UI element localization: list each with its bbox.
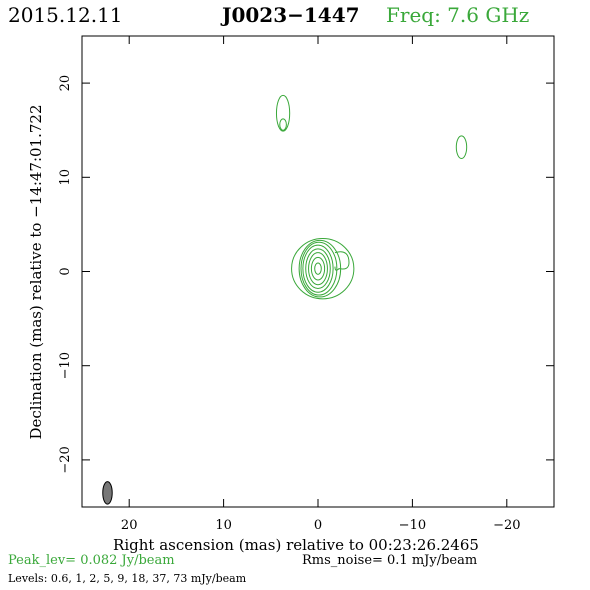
north-blob-contour xyxy=(275,94,291,132)
axis-ticks xyxy=(82,36,554,507)
plot-frame xyxy=(81,35,555,508)
beam-ellipse xyxy=(102,481,113,505)
y-tick-label: 20 xyxy=(58,75,73,92)
contour-levels: Levels: 0.6, 1, 2, 5, 9, 18, 37, 73 mJy/… xyxy=(8,572,247,585)
frequency-label: Freq: 7.6 GHz xyxy=(386,3,530,27)
y-tick-label: 0 xyxy=(58,267,73,275)
peak-level: Peak_lev= 0.082 Jy/beam xyxy=(8,553,175,568)
core-contour xyxy=(308,252,328,286)
core-contour xyxy=(291,238,355,300)
rms-noise: Rms_noise= 0.1 mJy/beam xyxy=(302,553,478,568)
x-tick-label: 10 xyxy=(215,518,232,533)
beam-layer xyxy=(102,481,113,505)
x-tick-label: −20 xyxy=(493,518,520,533)
contour-layers xyxy=(275,94,468,300)
y-tick-label: −20 xyxy=(58,446,73,473)
x-tick-label: 0 xyxy=(314,518,322,533)
x-tick-label: −10 xyxy=(399,518,426,533)
core-contour xyxy=(310,256,326,281)
y-tick-label: 10 xyxy=(58,169,73,186)
y-axis-label: Declination (mas) relative to −14:47:01.… xyxy=(27,104,45,439)
core-contour xyxy=(300,241,338,296)
core-contour xyxy=(302,244,334,293)
source-name: J0023−1447 xyxy=(222,3,360,27)
core-contour xyxy=(314,262,322,275)
observation-date: 2015.12.11 xyxy=(8,3,123,27)
core-extension-contour xyxy=(334,251,350,271)
x-tick-label: 20 xyxy=(121,518,138,533)
y-tick-label: −10 xyxy=(58,352,73,379)
east-blob-contour xyxy=(455,135,468,159)
north-blob-contour xyxy=(279,118,287,131)
core-contour xyxy=(305,248,331,289)
axis-tick-labels: 20 10 0 −10 −20 20 10 0 −10 −20 xyxy=(58,75,521,533)
x-axis-label: Right ascension (mas) relative to 00:23:… xyxy=(113,536,479,554)
